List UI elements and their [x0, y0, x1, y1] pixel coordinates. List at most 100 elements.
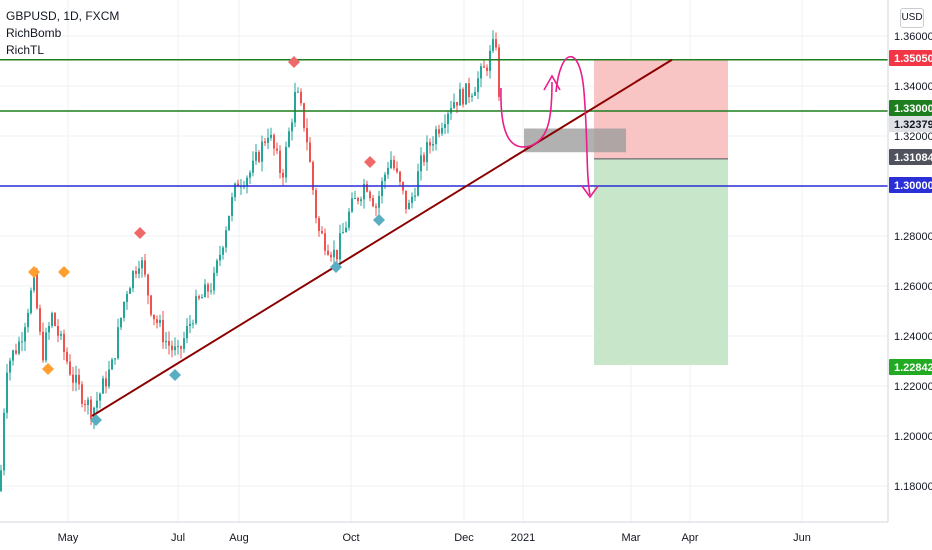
candle-body [162, 320, 164, 343]
trendline-line [91, 58, 673, 417]
candle-body [294, 91, 296, 123]
price-label-box [889, 50, 932, 66]
candle-body [57, 325, 59, 336]
candle-body [231, 197, 233, 216]
candle-body [66, 351, 68, 362]
candle-body [411, 196, 413, 203]
candle-body [189, 323, 191, 326]
candle-body [468, 83, 470, 98]
candle-body [195, 296, 197, 324]
candle-body [432, 144, 434, 146]
candle-body [30, 290, 32, 313]
candle-body [405, 190, 407, 210]
candle-body [99, 393, 101, 401]
signal-diamond [42, 363, 54, 375]
price-label-text: 1.30000 [894, 180, 932, 192]
candle-body [48, 325, 50, 333]
candle-body [126, 293, 128, 302]
currency-button[interactable]: USD [900, 8, 924, 28]
candle-body [420, 155, 422, 172]
price-label-text: 1.35050 [894, 53, 932, 65]
candle-body [378, 196, 380, 208]
candle-body [120, 317, 122, 328]
candle-body [390, 159, 392, 169]
candle-body [465, 83, 467, 105]
candle-body [54, 312, 56, 326]
candle-body [147, 274, 149, 296]
candle-body [69, 361, 71, 375]
price-label-box [889, 359, 932, 375]
candle-body [477, 78, 479, 93]
candle-body [141, 260, 143, 269]
candle-body [180, 346, 182, 349]
candle-body [300, 91, 302, 104]
price-label-box [889, 116, 932, 132]
grid [0, 0, 888, 522]
time-tick-label: Aug [229, 532, 249, 544]
chart-legend: GBPUSD, 1D, FXCM RichBomb RichTL [6, 8, 119, 59]
candle-body [318, 218, 320, 232]
candle-body [81, 384, 83, 404]
candle-body [18, 341, 20, 354]
candle-body [462, 89, 464, 105]
candle-body [276, 148, 278, 151]
candle-body [498, 47, 500, 97]
candle-body [279, 150, 281, 173]
candle-body [33, 271, 35, 291]
candle-body [51, 312, 53, 326]
time-tick-label: Mar [622, 532, 641, 544]
candle-body [42, 331, 44, 361]
candle-body [258, 152, 260, 162]
price-tick-label: 1.22000 [894, 381, 932, 393]
candle-body [264, 141, 266, 143]
candle-body [198, 296, 200, 299]
candles [0, 30, 500, 493]
candle-body [351, 198, 353, 212]
candle-body [108, 369, 110, 387]
candle-body [36, 271, 38, 309]
indicator-richbomb[interactable]: RichBomb [6, 26, 62, 40]
candle-body [225, 230, 227, 248]
candle-body [192, 323, 194, 325]
candle-body [345, 227, 347, 233]
candle-body [0, 470, 2, 491]
price-tick-label: 1.26000 [894, 281, 932, 293]
candle-body [429, 142, 431, 146]
price-tick-label: 1.36000 [894, 31, 932, 43]
candle-body [24, 327, 26, 342]
candle-body [138, 268, 140, 274]
candle-body [174, 346, 176, 351]
take-profit-zone [594, 158, 728, 365]
candle-body [117, 327, 119, 359]
candle-body [6, 372, 8, 413]
candle-body [87, 399, 89, 406]
signal-diamond [58, 266, 70, 278]
time-tick-label: 2021 [511, 532, 535, 544]
candle-body [291, 122, 293, 132]
candle-body [60, 333, 62, 336]
candle-body [78, 374, 80, 385]
candle-body [414, 195, 416, 197]
signal-diamond [90, 414, 102, 426]
symbol-label[interactable]: GBPUSD, 1D, FXCM [6, 9, 120, 23]
candle-body [339, 233, 341, 260]
candle-body [342, 232, 344, 234]
candle-body [84, 403, 86, 406]
candle-body [210, 290, 212, 292]
candle-body [333, 249, 335, 258]
indicator-richtl[interactable]: RichTL [6, 43, 45, 57]
candle-body [204, 284, 206, 298]
candle-body [168, 341, 170, 346]
candle-body [471, 95, 473, 98]
candle-body [207, 284, 209, 292]
candle-body [312, 162, 314, 191]
candle-body [486, 67, 488, 71]
time-tick-label: Jul [171, 532, 185, 544]
candle-body [102, 378, 104, 394]
candle-body [201, 297, 203, 299]
candle-body [366, 184, 368, 192]
signal-diamond [364, 156, 376, 168]
candle-body [327, 250, 329, 255]
candle-body [363, 184, 365, 200]
